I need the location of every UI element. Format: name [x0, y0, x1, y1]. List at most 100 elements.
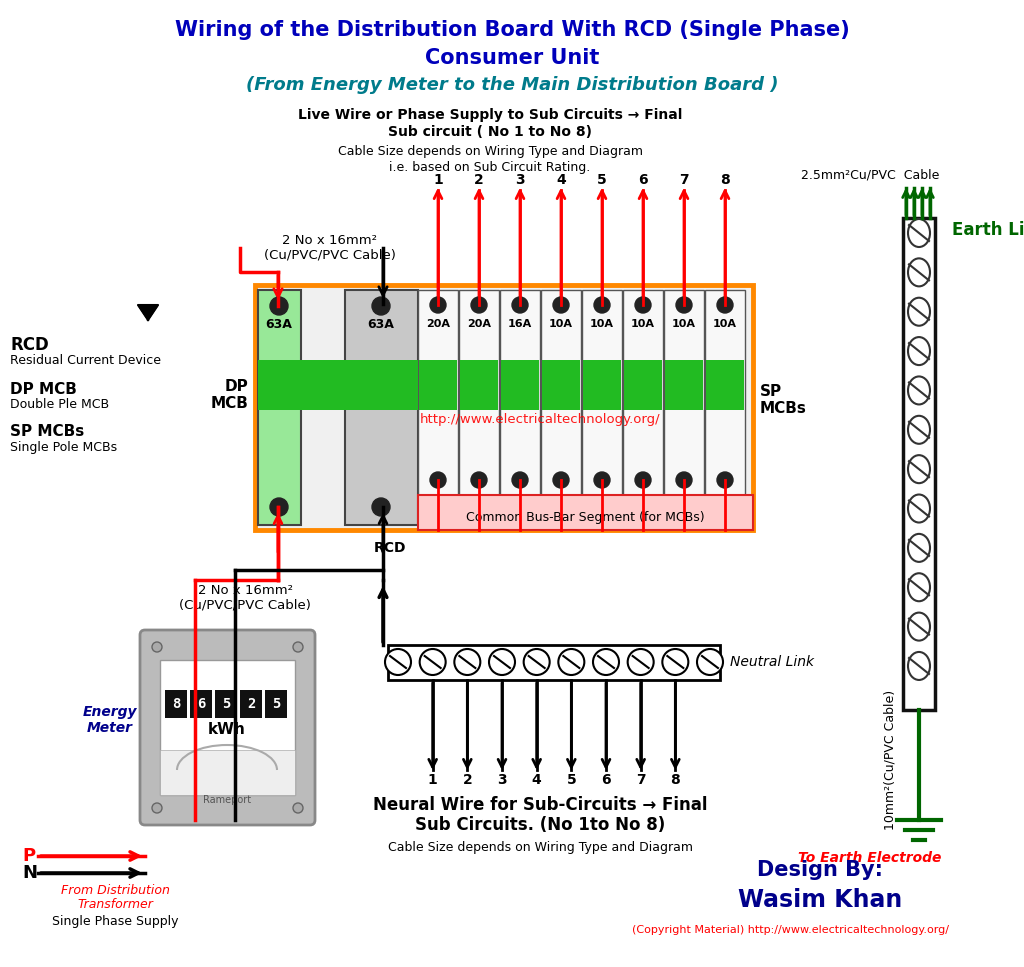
Bar: [624, 360, 662, 410]
Text: Wasim Khan: Wasim Khan: [738, 888, 902, 912]
Text: Energy
Meter: Energy Meter: [83, 705, 137, 735]
Text: 2: 2: [463, 773, 472, 787]
Text: 5: 5: [222, 697, 230, 711]
Bar: [419, 360, 457, 410]
Circle shape: [512, 472, 528, 488]
Text: 6: 6: [638, 173, 648, 187]
Text: 4: 4: [556, 173, 566, 187]
Text: 2 No x 16mm²
(Cu/PVC/PVC Cable): 2 No x 16mm² (Cu/PVC/PVC Cable): [179, 584, 311, 612]
Circle shape: [553, 297, 569, 313]
Text: 10mm²(Cu/PVC Cable): 10mm²(Cu/PVC Cable): [884, 689, 896, 830]
Text: 5: 5: [597, 173, 607, 187]
Text: To Earth Electrode: To Earth Electrode: [799, 851, 942, 865]
Text: 7: 7: [679, 173, 689, 187]
Text: i.e. based on Sub Circuit Rating.: i.e. based on Sub Circuit Rating.: [389, 161, 591, 173]
Circle shape: [270, 498, 288, 516]
Ellipse shape: [908, 219, 930, 247]
Text: SP MCBs: SP MCBs: [10, 425, 84, 439]
Ellipse shape: [908, 298, 930, 326]
Bar: [665, 360, 703, 410]
Text: 20A: 20A: [426, 319, 450, 329]
Bar: [215, 690, 237, 718]
Text: Earth Link: Earth Link: [952, 221, 1024, 239]
Circle shape: [430, 297, 446, 313]
Text: Wiring of the Distribution Board With RCD (Single Phase): Wiring of the Distribution Board With RC…: [175, 20, 849, 40]
Text: Live Wire or Phase Supply to Sub Circuits → Final: Live Wire or Phase Supply to Sub Circuit…: [298, 108, 682, 122]
Circle shape: [676, 472, 692, 488]
Text: kWh: kWh: [208, 722, 246, 738]
Text: 2: 2: [474, 173, 484, 187]
Circle shape: [628, 649, 653, 675]
Ellipse shape: [908, 258, 930, 286]
Text: Sub circuit ( No 1 to No 8): Sub circuit ( No 1 to No 8): [388, 125, 592, 139]
Bar: [705, 290, 745, 495]
Bar: [345, 360, 418, 410]
Text: Consumer Unit: Consumer Unit: [425, 48, 599, 68]
Bar: [542, 360, 580, 410]
Circle shape: [430, 472, 446, 488]
Text: Neural Wire for Sub-Circuits → Final: Neural Wire for Sub-Circuits → Final: [373, 796, 708, 814]
Text: 1: 1: [433, 173, 442, 187]
Text: 8: 8: [172, 697, 180, 711]
Ellipse shape: [908, 652, 930, 680]
Circle shape: [523, 649, 550, 675]
Text: 3: 3: [515, 173, 525, 187]
Bar: [255, 285, 753, 530]
FancyBboxPatch shape: [140, 630, 315, 825]
Text: 63A: 63A: [368, 318, 394, 332]
Bar: [418, 495, 753, 530]
Text: 2 No x 16mm²
(Cu/PVC/PVC Cable): 2 No x 16mm² (Cu/PVC/PVC Cable): [264, 234, 396, 262]
Bar: [500, 290, 540, 495]
Bar: [190, 690, 212, 718]
Text: 7: 7: [636, 773, 645, 787]
Bar: [582, 290, 622, 495]
Ellipse shape: [908, 534, 930, 562]
Text: Common Bus-Bar Segment (for MCBs): Common Bus-Bar Segment (for MCBs): [466, 511, 705, 523]
Text: (From Energy Meter to the Main Distribution Board ): (From Energy Meter to the Main Distribut…: [246, 76, 778, 94]
Circle shape: [558, 649, 585, 675]
Bar: [258, 290, 301, 525]
Ellipse shape: [908, 455, 930, 484]
Text: Double Ple MCB: Double Ple MCB: [10, 398, 110, 412]
Circle shape: [293, 803, 303, 813]
Circle shape: [471, 472, 487, 488]
Text: RCD: RCD: [10, 336, 49, 354]
Text: P: P: [22, 847, 35, 865]
Text: 10A: 10A: [590, 319, 614, 329]
Bar: [345, 290, 418, 525]
Text: 16A: 16A: [508, 319, 532, 329]
Text: 6: 6: [197, 697, 205, 711]
Bar: [541, 290, 581, 495]
Text: RCD: RCD: [374, 541, 407, 555]
Text: N: N: [22, 864, 37, 882]
Circle shape: [420, 649, 445, 675]
Text: From Distribution: From Distribution: [60, 884, 169, 896]
Circle shape: [593, 649, 618, 675]
Text: 4: 4: [531, 773, 542, 787]
Text: Sub Circuits. (No 1to No 8): Sub Circuits. (No 1to No 8): [415, 816, 666, 834]
Bar: [418, 290, 458, 495]
Text: 3: 3: [498, 773, 507, 787]
Circle shape: [471, 297, 487, 313]
Circle shape: [635, 472, 651, 488]
Bar: [165, 690, 187, 718]
Bar: [258, 360, 345, 410]
Text: 10A: 10A: [672, 319, 696, 329]
Circle shape: [717, 297, 733, 313]
Bar: [664, 290, 705, 495]
Text: 10A: 10A: [713, 319, 737, 329]
Bar: [583, 360, 621, 410]
Circle shape: [553, 472, 569, 488]
Text: 10A: 10A: [631, 319, 655, 329]
Circle shape: [372, 498, 390, 516]
Ellipse shape: [908, 613, 930, 640]
Text: Residual Current Device: Residual Current Device: [10, 354, 161, 366]
Text: 8: 8: [720, 173, 730, 187]
Circle shape: [594, 297, 610, 313]
Bar: [460, 360, 498, 410]
Text: Design By:: Design By:: [757, 860, 883, 880]
Circle shape: [152, 803, 162, 813]
Text: (Copyright Material) http://www.electricaltechnology.org/: (Copyright Material) http://www.electric…: [632, 925, 948, 935]
Text: 8: 8: [671, 773, 680, 787]
Circle shape: [676, 297, 692, 313]
